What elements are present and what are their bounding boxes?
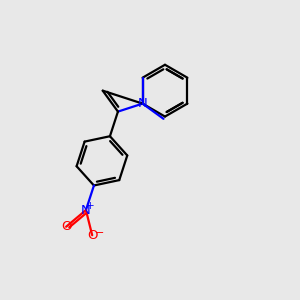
Text: O: O xyxy=(87,229,98,242)
Text: O: O xyxy=(61,220,71,233)
Text: N: N xyxy=(81,204,91,217)
Text: +: + xyxy=(86,201,95,211)
Text: N: N xyxy=(138,97,147,110)
Text: −: − xyxy=(95,228,104,238)
